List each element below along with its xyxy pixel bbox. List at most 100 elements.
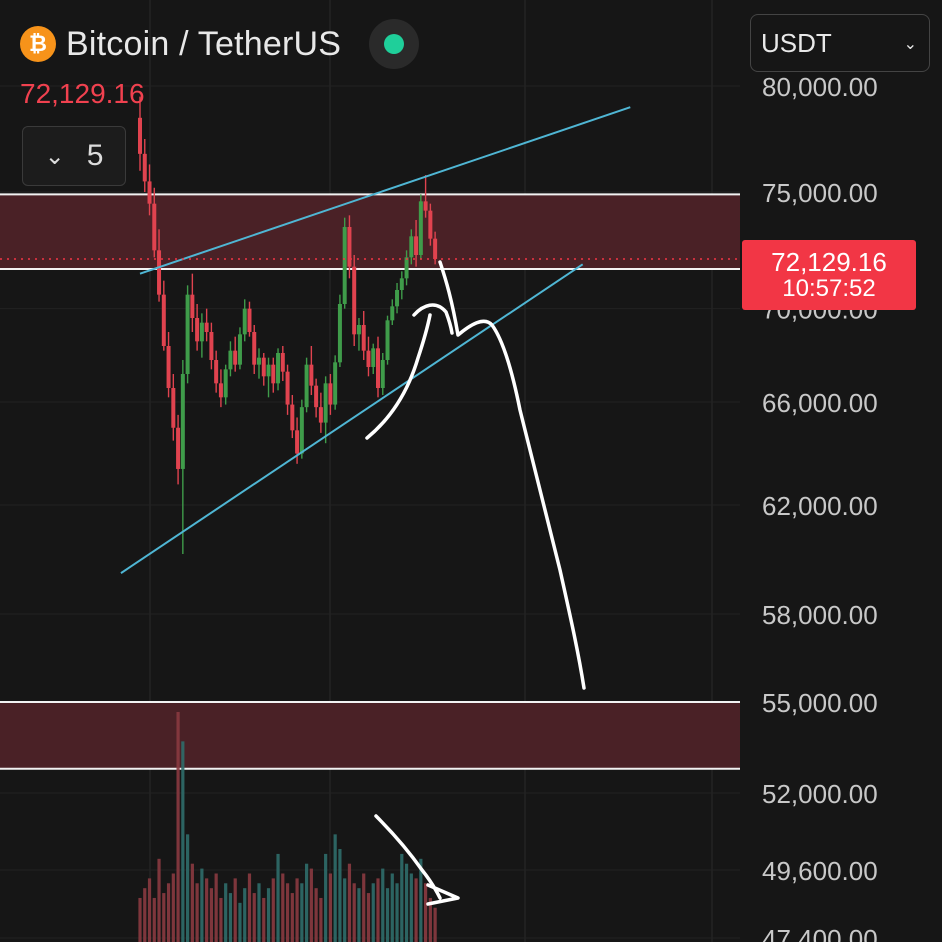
volume-bar-5 bbox=[162, 893, 166, 942]
channel-trendlines bbox=[120, 106, 631, 574]
hand-drawn-annotations bbox=[365, 260, 586, 906]
candle-body-13 bbox=[199, 322, 204, 342]
candle-body-58 bbox=[414, 236, 419, 255]
candle-body-15 bbox=[209, 332, 214, 360]
annotation-arrow-down bbox=[438, 260, 586, 690]
volume-bar-22 bbox=[243, 888, 247, 942]
candle-body-51 bbox=[380, 360, 385, 388]
symbol-title[interactable]: Bitcoin / TetherUS bbox=[66, 24, 342, 63]
candle-body-27 bbox=[266, 364, 271, 377]
volume-bar-31 bbox=[285, 883, 290, 942]
candle-body-52 bbox=[385, 320, 390, 360]
volume-bar-54 bbox=[395, 883, 399, 942]
candle-countdown: 10:57:52 bbox=[782, 275, 876, 303]
candle-body-24 bbox=[252, 332, 257, 365]
volume-bar-62 bbox=[433, 907, 437, 942]
volume-bar-44 bbox=[347, 863, 352, 942]
volume-bar-52 bbox=[385, 888, 390, 942]
candlestick-series bbox=[138, 96, 438, 555]
annotation-arrow-up bbox=[365, 313, 432, 440]
candle-body-50 bbox=[376, 348, 380, 388]
volume-bar-26 bbox=[262, 897, 266, 942]
candle-body-18 bbox=[223, 369, 228, 398]
volume-bar-9 bbox=[181, 741, 185, 942]
volume-bar-58 bbox=[414, 878, 418, 942]
channel-line-0 bbox=[139, 106, 631, 275]
candle-body-59 bbox=[418, 201, 423, 255]
candle-body-23 bbox=[247, 308, 252, 332]
quote-currency-value: USDT bbox=[761, 27, 832, 58]
volume-bar-46 bbox=[357, 888, 361, 942]
price-axis-label-1: 75,000.00 bbox=[762, 178, 878, 208]
quote-currency-select[interactable]: USDT ⌄ bbox=[750, 14, 930, 72]
volume-bar-36 bbox=[309, 868, 313, 942]
volume-bar-39 bbox=[324, 853, 328, 942]
volume-bar-40 bbox=[328, 873, 332, 942]
volume-bar-61 bbox=[428, 897, 432, 942]
candle-body-55 bbox=[399, 278, 404, 290]
candle-body-26 bbox=[261, 357, 266, 377]
candle-body-48 bbox=[366, 350, 371, 367]
candle-body-34 bbox=[299, 407, 304, 454]
candle-body-17 bbox=[218, 383, 223, 398]
volume-bar-19 bbox=[228, 893, 233, 942]
volume-bar-37 bbox=[314, 888, 318, 942]
candle-body-46 bbox=[356, 325, 361, 335]
candle-body-44 bbox=[347, 227, 352, 267]
indicators-toggle-button[interactable]: ⌄ 5 bbox=[22, 126, 126, 186]
volume-bar-25 bbox=[257, 883, 261, 942]
candle-body-60 bbox=[423, 201, 428, 211]
volume-bar-43 bbox=[343, 878, 347, 942]
price-axis-label-6: 55,000.00 bbox=[762, 688, 878, 718]
volume-bar-7 bbox=[171, 873, 175, 942]
candle-body-49 bbox=[371, 348, 376, 367]
candle-body-8 bbox=[176, 427, 181, 469]
candle-body-21 bbox=[237, 334, 242, 365]
candle-body-11 bbox=[190, 294, 195, 318]
volume-bar-42 bbox=[338, 849, 342, 942]
volume-bar-50 bbox=[376, 878, 380, 942]
price-axis: 80,000.0075,000.0070,000.0066,000.0062,0… bbox=[762, 72, 878, 942]
volume-bar-56 bbox=[404, 863, 409, 942]
candle-body-43 bbox=[342, 227, 347, 304]
candle-body-22 bbox=[242, 308, 247, 335]
price-axis-label-0: 80,000.00 bbox=[762, 72, 878, 102]
candle-body-5 bbox=[161, 294, 166, 346]
candle-body-16 bbox=[214, 360, 219, 384]
candle-body-30 bbox=[280, 353, 285, 372]
volume-bar-8 bbox=[176, 712, 180, 942]
market-status-indicator[interactable] bbox=[369, 19, 420, 69]
volume-bar-28 bbox=[271, 878, 275, 942]
candle-body-19 bbox=[228, 350, 233, 370]
candle-body-20 bbox=[233, 350, 238, 365]
volume-bar-55 bbox=[400, 853, 404, 942]
candle-body-7 bbox=[171, 388, 176, 428]
bitcoin-icon: ₿ bbox=[20, 26, 56, 62]
candle-body-32 bbox=[290, 404, 295, 431]
volume-bar-29 bbox=[276, 853, 280, 942]
volume-bar-14 bbox=[205, 878, 209, 942]
volume-bar-12 bbox=[195, 883, 199, 942]
volume-bar-60 bbox=[424, 883, 428, 942]
volume-bar-48 bbox=[366, 893, 371, 942]
price-axis-label-9: 47,400.00 bbox=[762, 924, 878, 942]
chevron-down-icon: ⌄ bbox=[44, 142, 65, 170]
candle-body-4 bbox=[157, 250, 162, 295]
candle-body-12 bbox=[195, 318, 200, 342]
volume-bar-11 bbox=[190, 863, 194, 942]
price-axis-label-4: 62,000.00 bbox=[762, 491, 878, 521]
volume-bar-51 bbox=[381, 868, 385, 942]
volume-bar-33 bbox=[295, 878, 299, 942]
candle-body-14 bbox=[204, 322, 209, 332]
zone-0 bbox=[0, 194, 740, 269]
volume-bar-45 bbox=[352, 883, 356, 942]
candle-body-56 bbox=[404, 257, 409, 279]
candle-body-35 bbox=[304, 364, 309, 408]
volume-bar-2 bbox=[147, 878, 152, 942]
volume-bar-3 bbox=[152, 897, 156, 942]
volume-bar-35 bbox=[305, 863, 309, 942]
candle-body-61 bbox=[428, 210, 433, 239]
candle-body-41 bbox=[333, 362, 338, 405]
volume-bar-13 bbox=[200, 868, 204, 942]
